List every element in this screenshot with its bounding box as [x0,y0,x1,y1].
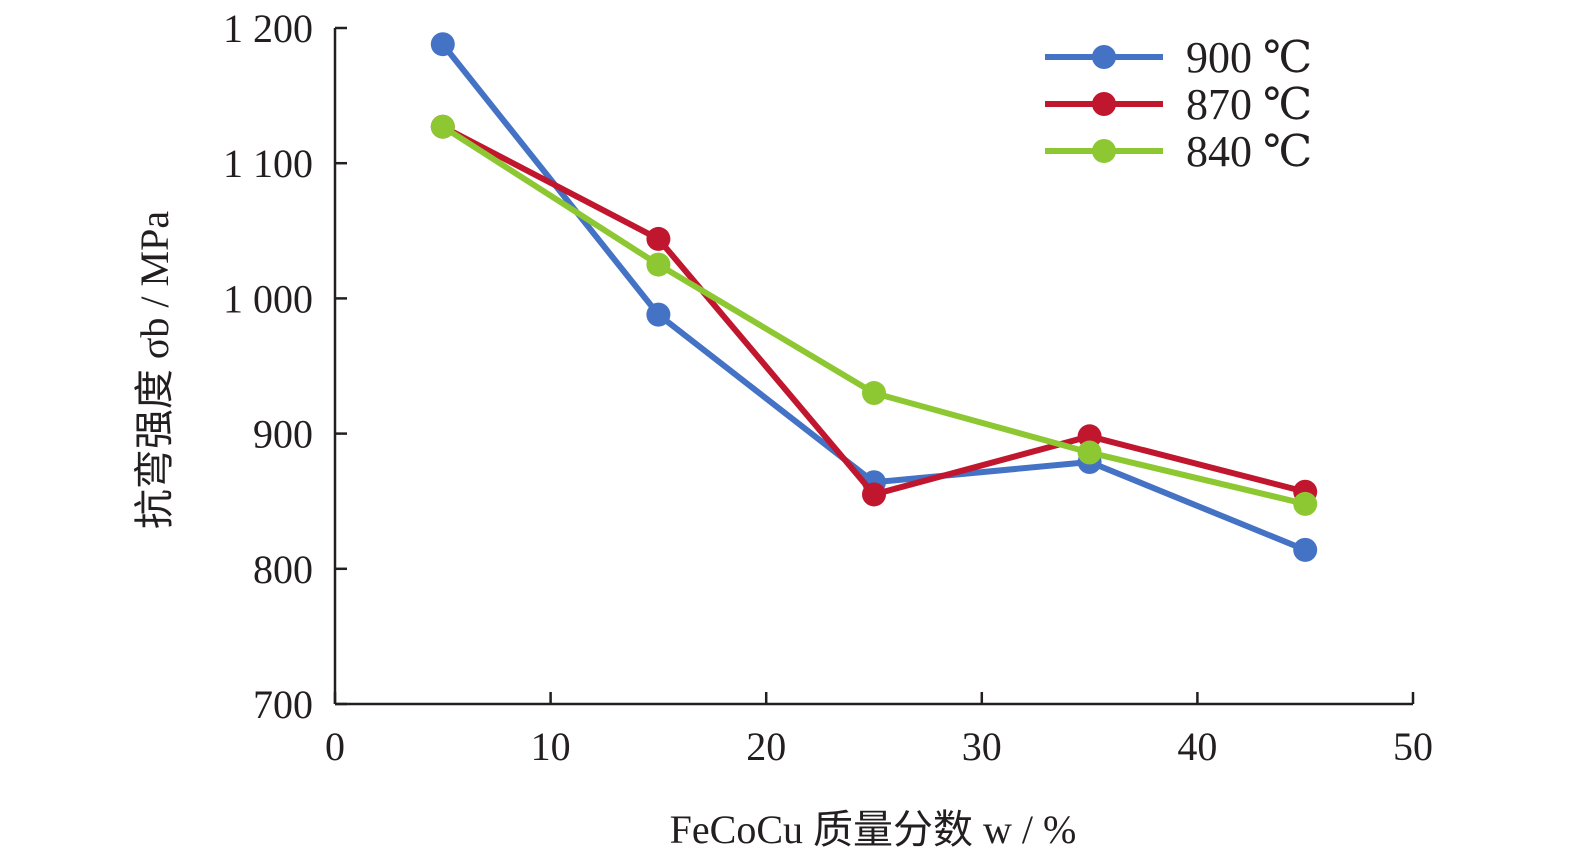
data-point [646,226,671,251]
data-point [430,32,455,57]
data-point [1293,537,1318,562]
series-layer [430,32,1318,562]
data-point [862,482,886,507]
series [430,32,1318,562]
y-tick-label: 700 [253,682,313,727]
x-tick-label: 10 [531,724,571,769]
x-tick-label: 20 [746,724,786,769]
y-axis-title: 抗弯强度 σb / MPa [132,211,177,529]
y-tick-label: 800 [253,547,313,592]
legend-item: 900 ℃ [1045,33,1312,82]
data-point [1293,491,1318,516]
data-point [862,381,886,406]
x-tick-label: 30 [962,724,1002,769]
series-line [441,124,1306,507]
legend-label: 840 ℃ [1186,127,1312,176]
legend-label: 900 ℃ [1186,33,1312,82]
y-tick-label: 1 100 [223,141,313,186]
legend-marker [1092,139,1116,163]
legend-item: 840 ℃ [1045,127,1312,176]
y-tick-label: 900 [253,412,313,457]
data-point [430,114,455,139]
series-line [441,124,1306,498]
y-tick-label: 1 000 [223,276,313,321]
legend-item: 870 ℃ [1045,80,1312,129]
data-point [646,302,671,327]
x-tick-label: 50 [1393,724,1433,769]
data-point [1077,440,1102,465]
legend-marker [1092,92,1116,116]
data-point [646,252,671,277]
axes: 0 10 20 30 40 50 700 800 900 1 000 1 100 1 200 [223,6,1433,769]
series [430,114,1318,516]
x-axis-title: FeCoCu 质量分数 w / % [670,807,1077,852]
y-tick-label: 1 200 [223,6,313,51]
legend-marker [1092,45,1116,69]
series [430,114,1318,507]
x-tick-label: 0 [325,724,345,769]
legend-label: 870 ℃ [1186,80,1312,129]
x-tick-label: 40 [1177,724,1217,769]
